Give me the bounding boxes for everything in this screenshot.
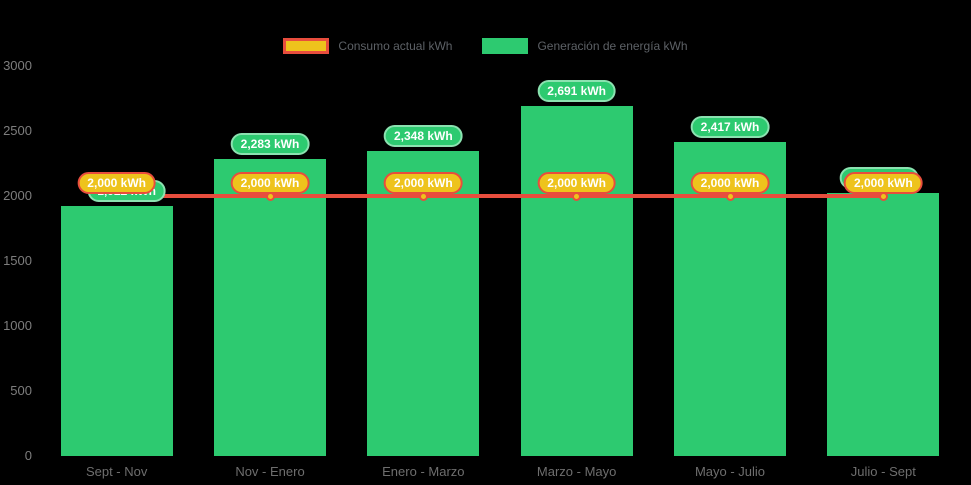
y-axis-tick-label: 1500 [3,253,32,268]
y-axis-tick-label: 0 [24,448,32,463]
consumption-value-badge: 2,000 kWh [537,172,617,194]
y-axis-tick-label: 1000 [3,318,32,333]
chart-legend: Consumo actual kWh Generación de energía… [0,38,971,54]
y-axis-tick-label: 3000 [3,58,32,73]
x-axis-label: Marzo - Mayo [536,464,617,479]
legend-item-consumo[interactable]: Consumo actual kWh [283,38,452,54]
generation-value-badge: 2,417 kWh [690,115,770,138]
consumo-swatch-icon [283,38,330,54]
y-axis-tick-label: 2000 [3,188,32,203]
legend-item-generacion[interactable]: Generación de energía kWh [482,38,688,54]
x-axis-label: Nov - Enero [235,464,305,479]
consumption-line [116,194,884,198]
generation-bar[interactable] [367,150,480,456]
consumption-value-badge: 2,000 kWh [843,172,923,194]
generation-value-badge: 2,348 kWh [383,124,463,147]
generation-bar[interactable] [520,106,633,456]
consumption-value-badge: 2,000 kWh [690,172,770,194]
generation-value-badge: 2,283 kWh [230,133,310,156]
x-axis-label: Enero - Marzo [382,464,465,479]
generation-bar[interactable] [214,159,326,456]
consumption-value-badge: 2,000 kWh [230,172,310,194]
x-axis-label: Sept - Nov [85,464,148,479]
generation-value-badge: 2,691 kWh [537,80,617,103]
consumption-value-badge: 2,000 kWh [77,172,157,194]
generation-bar[interactable] [827,193,940,456]
x-axis-label: Mayo - Julio [694,464,766,479]
y-axis-tick-label: 500 [10,383,32,398]
legend-label: Consumo actual kWh [338,39,453,53]
y-axis-tick-label: 2500 [3,123,32,138]
generacion-swatch-icon [482,38,529,54]
generation-bar[interactable] [60,206,173,456]
x-axis-label: Julio - Sept [850,464,916,479]
legend-label: Generación de energía kWh [537,39,688,53]
consumption-value-badge: 2,000 kWh [383,172,463,194]
